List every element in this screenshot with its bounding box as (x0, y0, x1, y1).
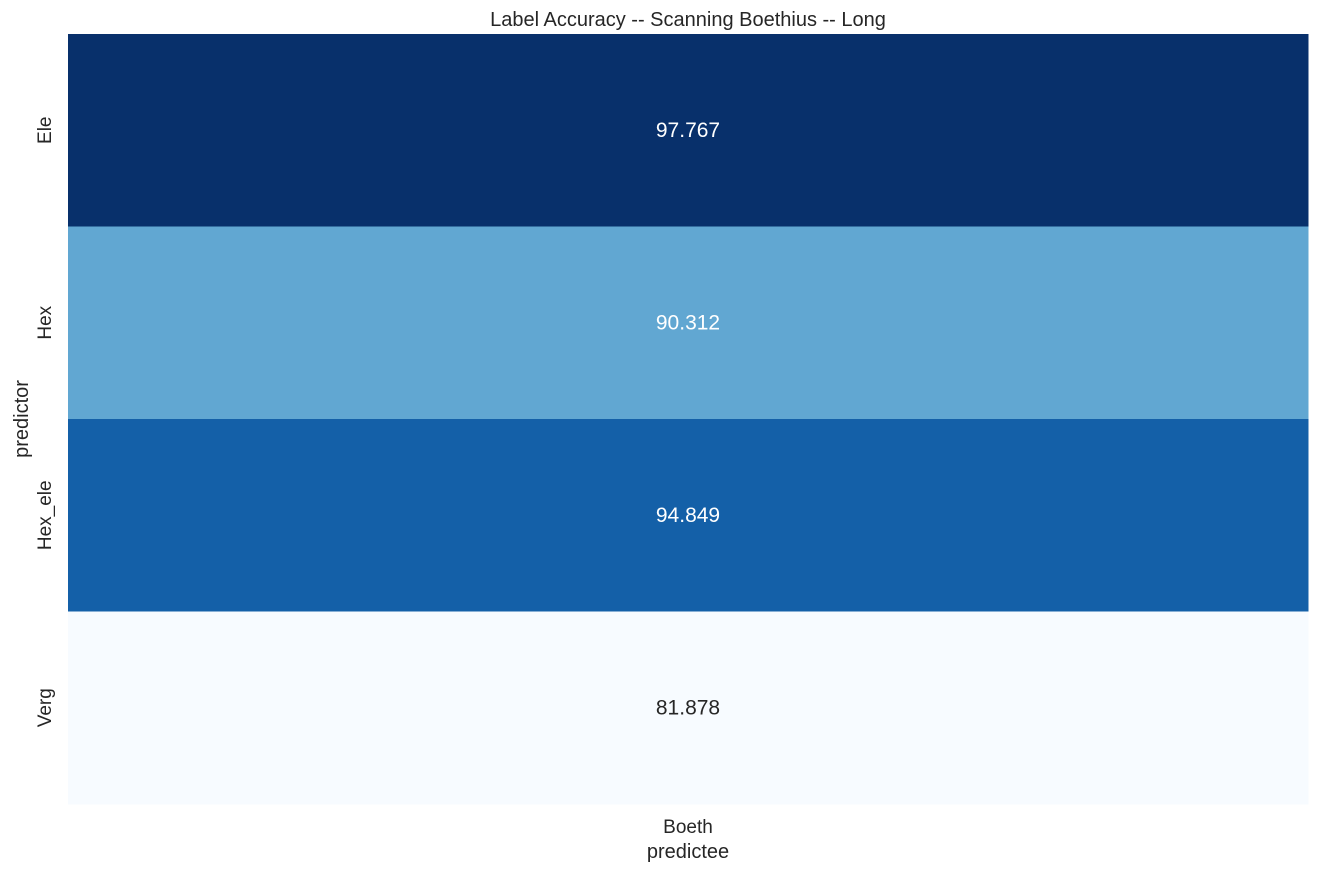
x-axis-label: predictee (647, 841, 729, 863)
cell-value-label: 94.849 (656, 504, 720, 527)
heatmap-cell-ele (68, 34, 1309, 227)
y-axis-label: predictor (11, 380, 33, 458)
cell-value-label: 90.312 (656, 311, 720, 334)
heatmap-cells (68, 34, 1309, 805)
cell-value-label: 81.878 (656, 696, 720, 719)
x-tick-labels: Boeth (663, 817, 713, 838)
cell-annotations: 97.767 90.312 94.849 81.878 (656, 119, 720, 720)
y-tick-label: Verg (35, 688, 56, 727)
heatmap-cell-hex-ele (68, 419, 1309, 612)
chart-title: Label Accuracy -- Scanning Boethius -- L… (490, 9, 886, 31)
y-tick-labels: Ele Hex Hex_ele Verg (35, 117, 56, 728)
y-tick-label: Hex (35, 305, 56, 339)
y-tick-label: Ele (35, 117, 56, 144)
heatmap-cell-verg (68, 611, 1309, 805)
cell-value-label: 97.767 (656, 119, 720, 142)
y-tick-label: Hex_ele (35, 480, 56, 550)
heatmap-cell-hex (68, 226, 1309, 420)
x-tick-label: Boeth (663, 817, 713, 838)
